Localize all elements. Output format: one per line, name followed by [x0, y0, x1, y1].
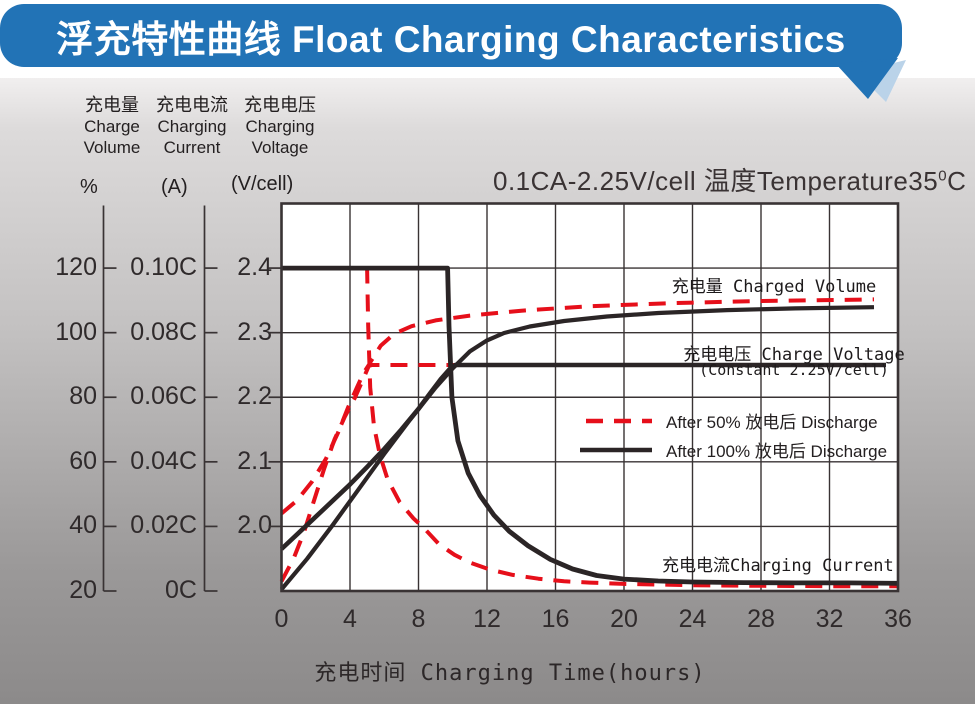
percent-tick-label: 100 — [55, 317, 97, 346]
voltage-tick-label: 2.3 — [237, 317, 272, 346]
series-charged-volume-after-100pct-discharge — [279, 305, 875, 591]
x-tick-label: 0 — [274, 605, 289, 633]
x-tick-label: 28 — [747, 605, 775, 633]
condition-degree: 0 — [938, 167, 948, 185]
percent-tick-label: 40 — [69, 511, 97, 540]
current-tick-label: 0.06C — [130, 382, 197, 411]
x-axis-title: 充电时间 Charging Time(hours) — [314, 661, 706, 686]
x-tick-label: 16 — [541, 605, 570, 633]
series-charging-current-after-50pct-discharge — [281, 266, 898, 589]
charged-volume-curve-label: 充电量 Charged Volume — [671, 277, 877, 297]
header-en: Charging — [157, 117, 227, 136]
series-charged-volume-after-50pct-discharge — [279, 297, 875, 583]
title-bubble-tail — [836, 58, 898, 99]
charge-voltage-curve-label: 充电电压 Charge Voltage — [683, 345, 905, 365]
header-cn: 充电电流 — [156, 95, 228, 115]
y-axis-header-charging-current: 充电电流 Charging Current — [144, 95, 240, 158]
legend-label: After 100% 放电后 Discharge — [666, 442, 888, 461]
charging-current-curve-label: 充电电流Charging Current — [662, 556, 894, 576]
voltage-tick-label: 2.1 — [237, 446, 272, 475]
title-bar: 浮充特性曲线 Float Charging Characteristics — [0, 4, 902, 67]
header-cn: 充电电压 — [244, 95, 316, 115]
series-voltage-after-100pct-discharge — [279, 362, 886, 551]
plot-border — [280, 202, 900, 593]
voltage-tick-label: 2.2 — [237, 382, 272, 411]
percent-tick-label: 120 — [55, 253, 97, 282]
legend-line-dashed-icon — [586, 418, 652, 423]
percent-unit-label: % — [80, 176, 98, 198]
current-tick-label: 0.10C — [130, 253, 197, 282]
header-cn: 充电量 — [85, 95, 139, 115]
ampere-unit-label: (A) — [161, 176, 188, 198]
x-tick-label: 32 — [815, 605, 844, 633]
charge-voltage-constant-note: (Constant 2.25V/cell) — [699, 361, 889, 379]
voltage-tick-label: 2.4 — [237, 253, 272, 282]
percent-tick-label: 60 — [69, 446, 97, 475]
x-tick-label: 24 — [678, 605, 707, 633]
y-axis-header-charge-volume: 充电量 Charge Volume — [64, 95, 160, 158]
legend-item-50pct: After 50% 放电后 Discharge — [584, 408, 878, 433]
condition-unit: C — [947, 166, 967, 196]
legend-label: After 50% 放电后 Discharge — [666, 413, 878, 432]
header-en: Voltage — [251, 138, 309, 157]
current-tick-label: 0.02C — [130, 511, 197, 540]
current-tick-label: 0C — [165, 576, 197, 604]
y-axis-header-charging-voltage: 充电电压 Charging Voltage — [230, 95, 330, 158]
x-tick-label: 20 — [610, 605, 638, 633]
test-condition-label: 0.1CA-2.25V/cell 温度Temperature350C — [493, 161, 966, 198]
voltage-tick-label: 2.0 — [237, 511, 272, 540]
header-en: Volume — [83, 138, 141, 157]
header-en: Charging — [245, 117, 315, 136]
series-charging-current-after-100pct-discharge — [281, 265, 899, 586]
current-tick-label: 0.08C — [130, 317, 197, 346]
voltage-unit-label: (V/cell) — [231, 173, 294, 195]
header-en: Charge — [84, 117, 140, 136]
page-title: 浮充特性曲线 Float Charging Characteristics — [56, 18, 846, 60]
condition-text: 0.1CA-2.25V/cell 温度Temperature35 — [493, 166, 939, 196]
legend-item-100pct: After 100% 放电后 Discharge — [578, 437, 887, 462]
percent-tick-label: 80 — [69, 382, 97, 411]
x-tick-label: 8 — [411, 605, 426, 633]
series-voltage-after-50pct-discharge — [280, 363, 886, 516]
header-en: Current — [163, 138, 221, 157]
x-tick-label: 4 — [343, 605, 357, 633]
percent-tick-label: 20 — [69, 576, 97, 604]
current-tick-label: 0.04C — [130, 446, 197, 475]
legend-line-solid-icon — [580, 447, 652, 452]
x-tick-label: 12 — [473, 605, 501, 633]
x-tick-label: 36 — [884, 605, 912, 633]
